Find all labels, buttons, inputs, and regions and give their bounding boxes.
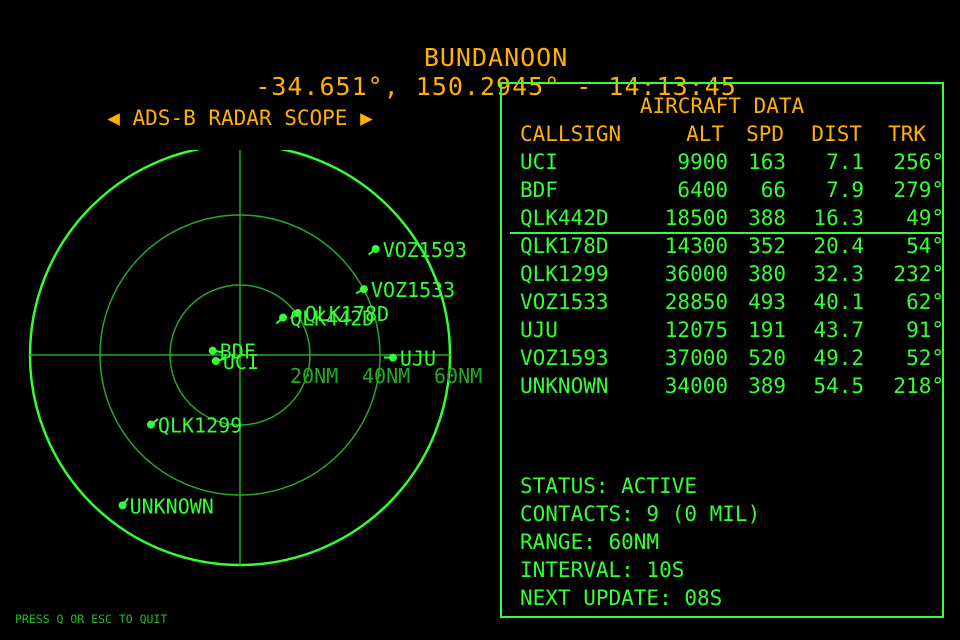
- cell-trk: 49°: [906, 206, 944, 230]
- cell-trk: 91°: [906, 318, 944, 342]
- col-dist: DIST: [811, 122, 862, 146]
- cell-dist: 54.5: [813, 374, 864, 398]
- cell-trk: 232°: [893, 262, 944, 286]
- cell-trk: 52°: [906, 346, 944, 370]
- range-text: RANGE: 60NM: [520, 530, 660, 554]
- header-time: 14:13:45: [608, 72, 737, 101]
- cell-spd: 163: [748, 150, 786, 174]
- aircraft-blip: [208, 346, 217, 355]
- scope-title: ◀ ADS-B RADAR SCOPE ▶: [107, 106, 373, 130]
- cell-alt: 28850: [664, 290, 728, 314]
- col-spd: SPD: [746, 122, 784, 146]
- table-header: CALLSIGN ALT SPD DIST TRK: [520, 122, 946, 150]
- range-label-1: 20NM: [290, 364, 338, 388]
- aircraft-blip: [293, 309, 302, 318]
- cell-trk: 279°: [893, 178, 944, 202]
- cell-spd: 520: [748, 346, 786, 370]
- cell-callsign: UNKNOWN: [520, 374, 609, 398]
- header-location: BUNDANOON: [423, 43, 569, 72]
- interval-text: INTERVAL: 10S: [520, 558, 685, 582]
- aircraft-label: QLK178D: [305, 302, 389, 326]
- table-row: UJU 12075 191 43.7 91°: [520, 318, 946, 346]
- cell-callsign: QLK178D: [520, 234, 609, 258]
- cell-callsign: VOZ1533: [520, 290, 609, 314]
- table-row: VOZ1593 37000 520 49.2 52°: [520, 346, 946, 374]
- cell-callsign: UJU: [520, 318, 558, 342]
- aircraft-blip: [359, 285, 368, 294]
- aircraft-label: UCI: [223, 350, 259, 374]
- cell-spd: 380: [748, 262, 786, 286]
- cell-dist: 49.2: [813, 346, 864, 370]
- header-title: BUNDANOON -34.651°, 150.2945° - 14:13:45: [0, 14, 960, 101]
- cell-alt: 34000: [664, 374, 728, 398]
- cell-trk: 256°: [893, 150, 944, 174]
- status-text: STATUS: ACTIVE: [520, 474, 698, 498]
- cell-alt: 37000: [664, 346, 728, 370]
- cell-spd: 389: [748, 374, 786, 398]
- table-row: VOZ1533 28850 493 40.1 62°: [520, 290, 946, 318]
- aircraft-label: QLK1299: [158, 414, 242, 438]
- range-label-2: 40NM: [362, 364, 410, 388]
- col-trk: TRK: [888, 122, 926, 146]
- aircraft-label: VOZ1533: [371, 278, 455, 302]
- cell-dist: 7.1: [826, 150, 864, 174]
- cell-alt: 18500: [664, 206, 728, 230]
- cell-callsign: UCI: [520, 150, 558, 174]
- cell-dist: 20.4: [813, 234, 864, 258]
- table-row: QLK178D 14300 352 20.4 54°: [520, 234, 946, 262]
- cell-trk: 62°: [906, 290, 944, 314]
- col-alt: ALT: [686, 122, 724, 146]
- cell-dist: 32.3: [813, 262, 864, 286]
- aircraft-label: VOZ1593: [383, 238, 467, 262]
- table-row: QLK442D 18500 388 16.3 49°: [520, 206, 946, 234]
- aircraft-blip: [146, 420, 155, 429]
- aircraft-label: QLK442D: [290, 307, 374, 331]
- aircraft-table: CALLSIGN ALT SPD DIST TRK UCI 9900 163 7.1 2…: [520, 122, 946, 402]
- status-block: STATUS: ACTIVE CONTACTS: 9 (0 MIL) RANGE…: [520, 474, 760, 614]
- cell-alt: 12075: [664, 318, 728, 342]
- aircraft-data-panel: AIRCRAFT DATA CALLSIGN ALT SPD DIST TRK …: [500, 82, 944, 618]
- cell-callsign: QLK1299: [520, 262, 609, 286]
- cell-callsign: VOZ1593: [520, 346, 609, 370]
- cell-spd: 66: [760, 178, 786, 202]
- aircraft-blip: [118, 501, 127, 510]
- cell-callsign: QLK442D: [520, 206, 609, 230]
- cell-dist: 7.9: [826, 178, 864, 202]
- cell-spd: 388: [748, 206, 786, 230]
- next-update-text: NEXT UPDATE: 08S: [520, 586, 723, 610]
- cell-spd: 191: [748, 318, 786, 342]
- panel-title: AIRCRAFT DATA: [639, 94, 805, 118]
- quit-hint: PRESS Q OR ESC TO QUIT: [15, 612, 168, 626]
- cell-dist: 16.3: [813, 206, 864, 230]
- cell-dist: 43.7: [813, 318, 864, 342]
- cell-alt: 36000: [664, 262, 728, 286]
- col-callsign: CALLSIGN: [520, 122, 622, 146]
- aircraft-label: BDF: [220, 340, 256, 364]
- cell-alt: 14300: [664, 234, 728, 258]
- aircraft-blip: [279, 313, 288, 322]
- cell-spd: 352: [748, 234, 786, 258]
- cell-spd: 493: [748, 290, 786, 314]
- cell-trk: 54°: [906, 234, 944, 258]
- cell-callsign: BDF: [520, 178, 558, 202]
- cell-alt: 9900: [677, 150, 728, 174]
- header-separator: -: [560, 72, 609, 101]
- table-row: UCI 9900 163 7.1 256°: [520, 150, 946, 178]
- header-divider: [510, 232, 944, 234]
- range-label-3: 60NM: [434, 364, 482, 388]
- aircraft-blip: [211, 357, 220, 366]
- table-row: BDF 6400 66 7.9 279°: [520, 178, 946, 206]
- table-row: UNKNOWN 34000 389 54.5 218°: [520, 374, 946, 402]
- table-row: QLK1299 36000 380 32.3 232°: [520, 262, 946, 290]
- cell-dist: 40.1: [813, 290, 864, 314]
- contacts-text: CONTACTS: 9 (0 MIL): [520, 502, 761, 526]
- header-coords: -34.651°, 150.2945°: [255, 72, 561, 101]
- cell-trk: 218°: [893, 374, 944, 398]
- aircraft-label: UJU: [400, 347, 436, 371]
- aircraft-blip: [388, 353, 397, 362]
- aircraft-blip: [371, 244, 380, 253]
- cell-alt: 6400: [677, 178, 728, 202]
- aircraft-label: UNKNOWN: [130, 494, 214, 518]
